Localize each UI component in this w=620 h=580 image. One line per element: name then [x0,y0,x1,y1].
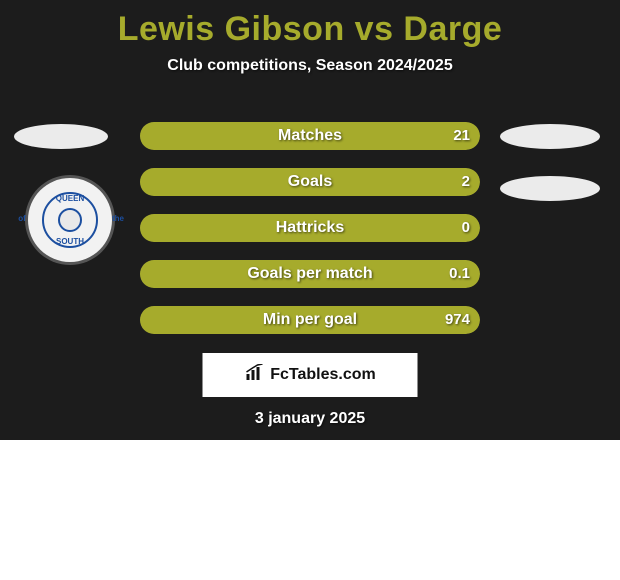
stat-value-right: 21 [453,122,470,150]
player2-club-placeholder [500,176,600,201]
brand-attribution[interactable]: FcTables.com [203,353,418,397]
club-badge-text-top: QUEEN [28,194,112,203]
page-title: Lewis Gibson vs Darge [0,0,620,49]
stats-rows: Matches21 Goals2 Hattricks0 Goals per match… [140,122,480,352]
stat-value-right: 0 [462,214,470,242]
stat-label: Hattricks [140,214,480,242]
club-badge-text-left: of [2,214,42,223]
club-badge-text-bottom: SOUTH [28,237,112,246]
stat-value-right: 2 [462,168,470,196]
stat-label: Goals per match [140,260,480,288]
club-badge-text-right: the [98,214,138,223]
stat-label: Goals [140,168,480,196]
player1-avatar-placeholder [14,124,108,149]
player2-avatar-placeholder [500,124,600,149]
date-label: 3 january 2025 [0,410,620,428]
player1-club-badge: QUEEN SOUTH of the [28,178,112,262]
stat-bar: Matches21 [140,122,480,150]
stat-value-right: 0.1 [449,260,470,288]
stat-label: Min per goal [140,306,480,334]
club-badge-core [58,208,82,232]
stat-label: Matches [140,122,480,150]
stat-bar: Min per goal974 [140,306,480,334]
stat-bar: Goals2 [140,168,480,196]
stat-value-right: 974 [445,306,470,334]
stat-bar: Hattricks0 [140,214,480,242]
brand-text: FcTables.com [270,366,376,384]
brand-chart-icon [244,364,266,387]
stat-bar: Goals per match0.1 [140,260,480,288]
comparison-card: Lewis Gibson vs Darge Club competitions,… [0,0,620,440]
subtitle: Club competitions, Season 2024/2025 [0,57,620,75]
